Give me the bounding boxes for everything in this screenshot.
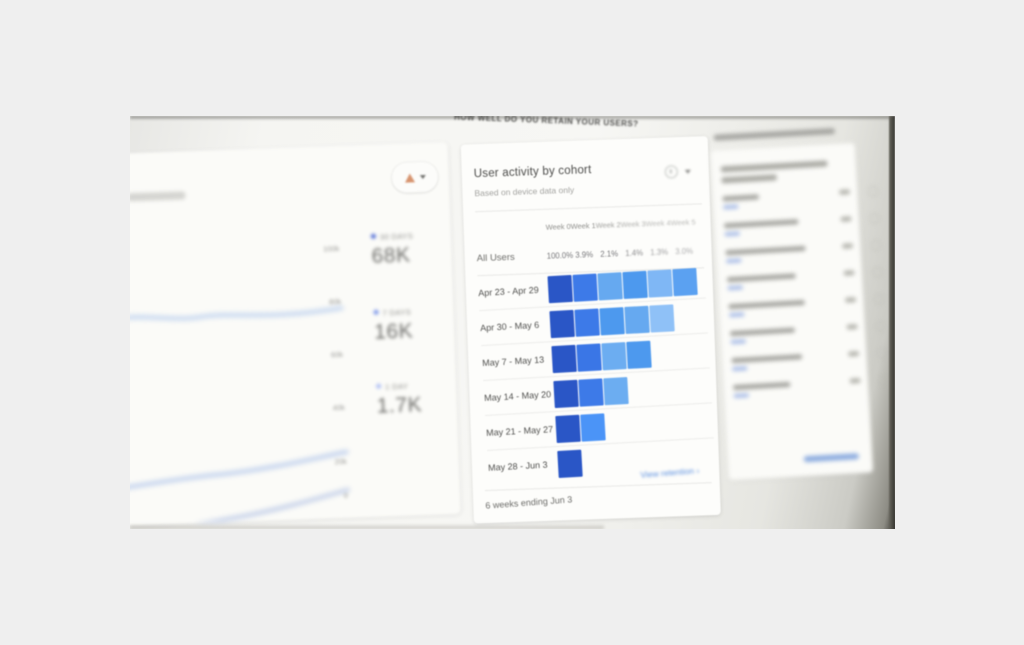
blurred-help-circle-icon bbox=[878, 374, 890, 386]
y-axis-tick: 20k bbox=[334, 456, 347, 467]
retention-value: 1.3% bbox=[650, 247, 669, 257]
cohort-cell bbox=[549, 309, 575, 338]
y-axis-tick: 80k bbox=[328, 296, 342, 307]
week-header: Week 5 bbox=[670, 217, 696, 227]
metric-7-days-value: 16K bbox=[373, 319, 414, 344]
blurred-list-row bbox=[727, 268, 855, 297]
cohort-cell bbox=[626, 340, 652, 369]
blurred-list-row bbox=[728, 295, 856, 324]
legend-dot-icon bbox=[370, 233, 376, 239]
cohort-cell bbox=[599, 306, 625, 335]
week-header: Week 3 bbox=[620, 218, 646, 229]
legend-30-days: 30 DAYS 68K bbox=[370, 231, 414, 268]
card-subtitle: Based on device data only bbox=[474, 184, 575, 199]
retention-value: 1.4% bbox=[625, 247, 644, 258]
blurred-help-circle-icon bbox=[869, 212, 881, 225]
week-header: Week 4 bbox=[645, 217, 671, 228]
cohort-cell bbox=[576, 342, 602, 372]
week-header-row: Week 0 Week 1 Week 2 Week 3 Week 4 Week … bbox=[475, 215, 696, 237]
blurred-list-row bbox=[725, 241, 853, 270]
metric-30-days-value: 68K bbox=[371, 243, 411, 268]
cohort-cell bbox=[672, 267, 698, 296]
blurred-help-circle-icon bbox=[867, 185, 879, 198]
active-users-line-chart bbox=[130, 305, 350, 527]
legend-7-days: 7 DAYS 16K bbox=[373, 307, 414, 344]
monitor-bezel-edge bbox=[889, 116, 895, 529]
cohort-cell bbox=[624, 305, 650, 334]
analytics-dashboard: HOW WELL DO YOU RETAIN YOUR USERS? 100k … bbox=[130, 116, 895, 529]
cohort-cell bbox=[578, 377, 604, 407]
cohort-cell bbox=[647, 268, 673, 298]
chevron-down-icon[interactable] bbox=[684, 169, 691, 174]
pages-screens-panel bbox=[707, 116, 890, 514]
cohort-cell bbox=[601, 341, 627, 370]
blurred-card-title bbox=[720, 160, 828, 172]
all-users-row: All Users 100.0% 3.9% 2.1% 1.4% 1.3% 3.0… bbox=[476, 243, 696, 267]
blurred-help-circle-icon bbox=[870, 239, 882, 252]
cohort-cells bbox=[549, 302, 700, 338]
cohort-cell bbox=[622, 270, 648, 299]
cohort-cells bbox=[547, 267, 698, 303]
blurred-help-circle-icon bbox=[873, 293, 885, 306]
screen-bottom-edge bbox=[130, 524, 605, 529]
cohort-cells bbox=[555, 407, 706, 443]
divider bbox=[484, 482, 712, 492]
retention-value: 100.0% bbox=[546, 250, 574, 261]
cohort-cell bbox=[555, 414, 581, 443]
cohort-cells bbox=[553, 372, 704, 408]
warning-dropdown-chip[interactable] bbox=[391, 161, 439, 194]
insights-icon[interactable] bbox=[664, 165, 679, 179]
blurred-card bbox=[710, 142, 874, 481]
y-axis-tick: 0 bbox=[343, 490, 349, 500]
retention-value: 3.0% bbox=[675, 246, 694, 256]
metric-1-day-value: 1.7K bbox=[376, 393, 423, 418]
y-axis-tick: 40k bbox=[332, 402, 346, 413]
legend-dot-icon bbox=[373, 309, 379, 315]
cohort-card: User activity by cohort Based on device … bbox=[460, 136, 721, 524]
week-header: Week 2 bbox=[595, 219, 621, 230]
blurred-help-circle-icon bbox=[876, 347, 888, 360]
blurred-list-row bbox=[724, 214, 852, 243]
cohort-cell bbox=[557, 449, 583, 478]
cohort-cell bbox=[649, 303, 675, 333]
cohort-cell bbox=[553, 379, 579, 408]
cohort-cell bbox=[603, 376, 629, 405]
screen-top-edge bbox=[130, 116, 895, 120]
blurred-card-subtitle bbox=[721, 174, 777, 183]
warning-triangle-icon bbox=[404, 172, 415, 183]
blurred-list-row bbox=[722, 187, 850, 216]
all-users-label: All Users bbox=[476, 251, 515, 264]
blurred-help-circle-icon bbox=[872, 266, 884, 279]
week-header: Week 0 bbox=[545, 221, 571, 232]
cohort-cell bbox=[551, 344, 577, 373]
y-axis-tick: 100k bbox=[322, 244, 340, 254]
y-axis-tick: 60k bbox=[330, 349, 344, 360]
legend-dot-icon bbox=[376, 383, 382, 389]
cohort-cell bbox=[597, 271, 623, 300]
chevron-down-icon bbox=[419, 174, 426, 180]
retention-value: 2.1% bbox=[600, 248, 619, 259]
cohort-cell bbox=[572, 273, 598, 302]
week-header: Week 1 bbox=[570, 220, 596, 231]
blurred-section-heading bbox=[713, 128, 836, 141]
cohort-cells bbox=[551, 337, 702, 373]
cohort-cell bbox=[580, 412, 606, 442]
blurred-help-circle-icon bbox=[875, 320, 887, 333]
blurred-list-row bbox=[731, 349, 859, 378]
legend-1-day: 1 DAY 1.7K bbox=[376, 381, 423, 418]
retention-value: 3.9% bbox=[575, 249, 594, 260]
cohort-cell bbox=[547, 274, 573, 303]
blurred-list-row bbox=[730, 322, 858, 351]
cohort-cell bbox=[574, 308, 600, 337]
active-users-card: 100k 80k 60k 40k 20k 0 30 DAYS 68K 7 DAY… bbox=[130, 142, 461, 527]
divider bbox=[475, 203, 702, 213]
blurred-list-row bbox=[733, 376, 861, 405]
card-footer-note: 6 weeks ending Jun 3 bbox=[485, 494, 573, 511]
monitor-photo: HOW WELL DO YOU RETAIN YOUR USERS? 100k … bbox=[130, 116, 895, 529]
blurred-view-link[interactable] bbox=[803, 453, 860, 463]
card-title: User activity by cohort bbox=[473, 164, 592, 181]
